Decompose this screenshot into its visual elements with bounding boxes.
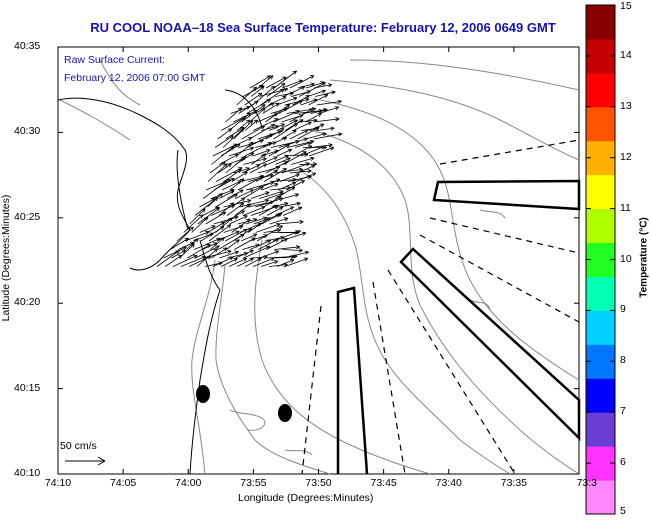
current-vector-head [304, 138, 308, 139]
y-tick-label: 40:35 [14, 40, 40, 52]
x-tick-label: 74:00 [170, 477, 206, 489]
x-tick-label: 73:45 [366, 477, 402, 489]
current-vector-head [305, 163, 309, 164]
x-axis-label: Longitude (Degrees:Minutes) [238, 492, 373, 504]
colorbar-tick-label: 15 [620, 0, 632, 12]
current-time: February 12, 2006 07:00 GMT [64, 72, 205, 84]
current-label: Raw Surface Current: [64, 54, 165, 66]
x-tick-label: 73:35 [496, 477, 532, 489]
colorbar-tick-label: 8 [620, 354, 626, 366]
colorbar-tick-label: 10 [620, 253, 632, 265]
colorbar-tick-label: 9 [620, 303, 626, 315]
colorbar-tick-label: 11 [620, 202, 631, 214]
buoy-marker [278, 404, 292, 422]
current-vector-head [313, 99, 317, 100]
y-tick-label: 40:25 [14, 211, 40, 223]
current-vector-head [304, 258, 308, 259]
colorbar-tick-label: 5 [620, 505, 626, 517]
current-vector-head [276, 223, 280, 224]
x-tick-label: 73:55 [235, 477, 271, 489]
current-vector-head [250, 147, 254, 148]
colorbar-band [586, 412, 615, 446]
y-tick-label: 40:30 [14, 125, 40, 137]
x-tick-label: 74:05 [105, 477, 141, 489]
current-vector-head [322, 90, 326, 91]
colorbar-tick-label: 6 [620, 456, 626, 468]
colorbar-band [586, 310, 615, 344]
y-axis-label: Latitude (Degrees:Minutes) [0, 188, 12, 328]
y-tick-label: 40:15 [14, 382, 40, 394]
current-vector-head [335, 107, 339, 108]
colorbar-band [586, 378, 615, 412]
colorbar-band [586, 276, 615, 310]
current-vector-head [302, 232, 306, 233]
x-tick-label: 73:3 [561, 477, 597, 489]
colorbar-tick-label: 7 [620, 405, 626, 417]
y-tick-label: 40:10 [14, 467, 40, 479]
colorbar-label: Temperature (°C) [639, 188, 650, 328]
x-tick-label: 73:40 [431, 477, 467, 489]
colorbar-band [586, 73, 615, 107]
colorbar-tick-label: 14 [620, 49, 632, 61]
colorbar-tick-label: 12 [620, 151, 632, 163]
current-vector-head [330, 147, 334, 148]
current-vector-head [235, 251, 239, 252]
buoy-marker [196, 385, 210, 403]
colorbar-band [586, 209, 615, 243]
current-vector-head [280, 193, 284, 194]
colorbar-band [586, 5, 615, 39]
colorbar-band [586, 107, 615, 141]
x-tick-label: 74:10 [40, 477, 76, 489]
figure-title: RU COOL NOAA–18 Sea Surface Temperature:… [58, 20, 588, 35]
colorbar-tick-label: 13 [620, 100, 632, 112]
scale-label: 50 cm/s [60, 440, 97, 452]
y-tick-label: 40:20 [14, 296, 40, 308]
x-tick-label: 73:50 [301, 477, 337, 489]
colorbar-band [586, 175, 615, 209]
